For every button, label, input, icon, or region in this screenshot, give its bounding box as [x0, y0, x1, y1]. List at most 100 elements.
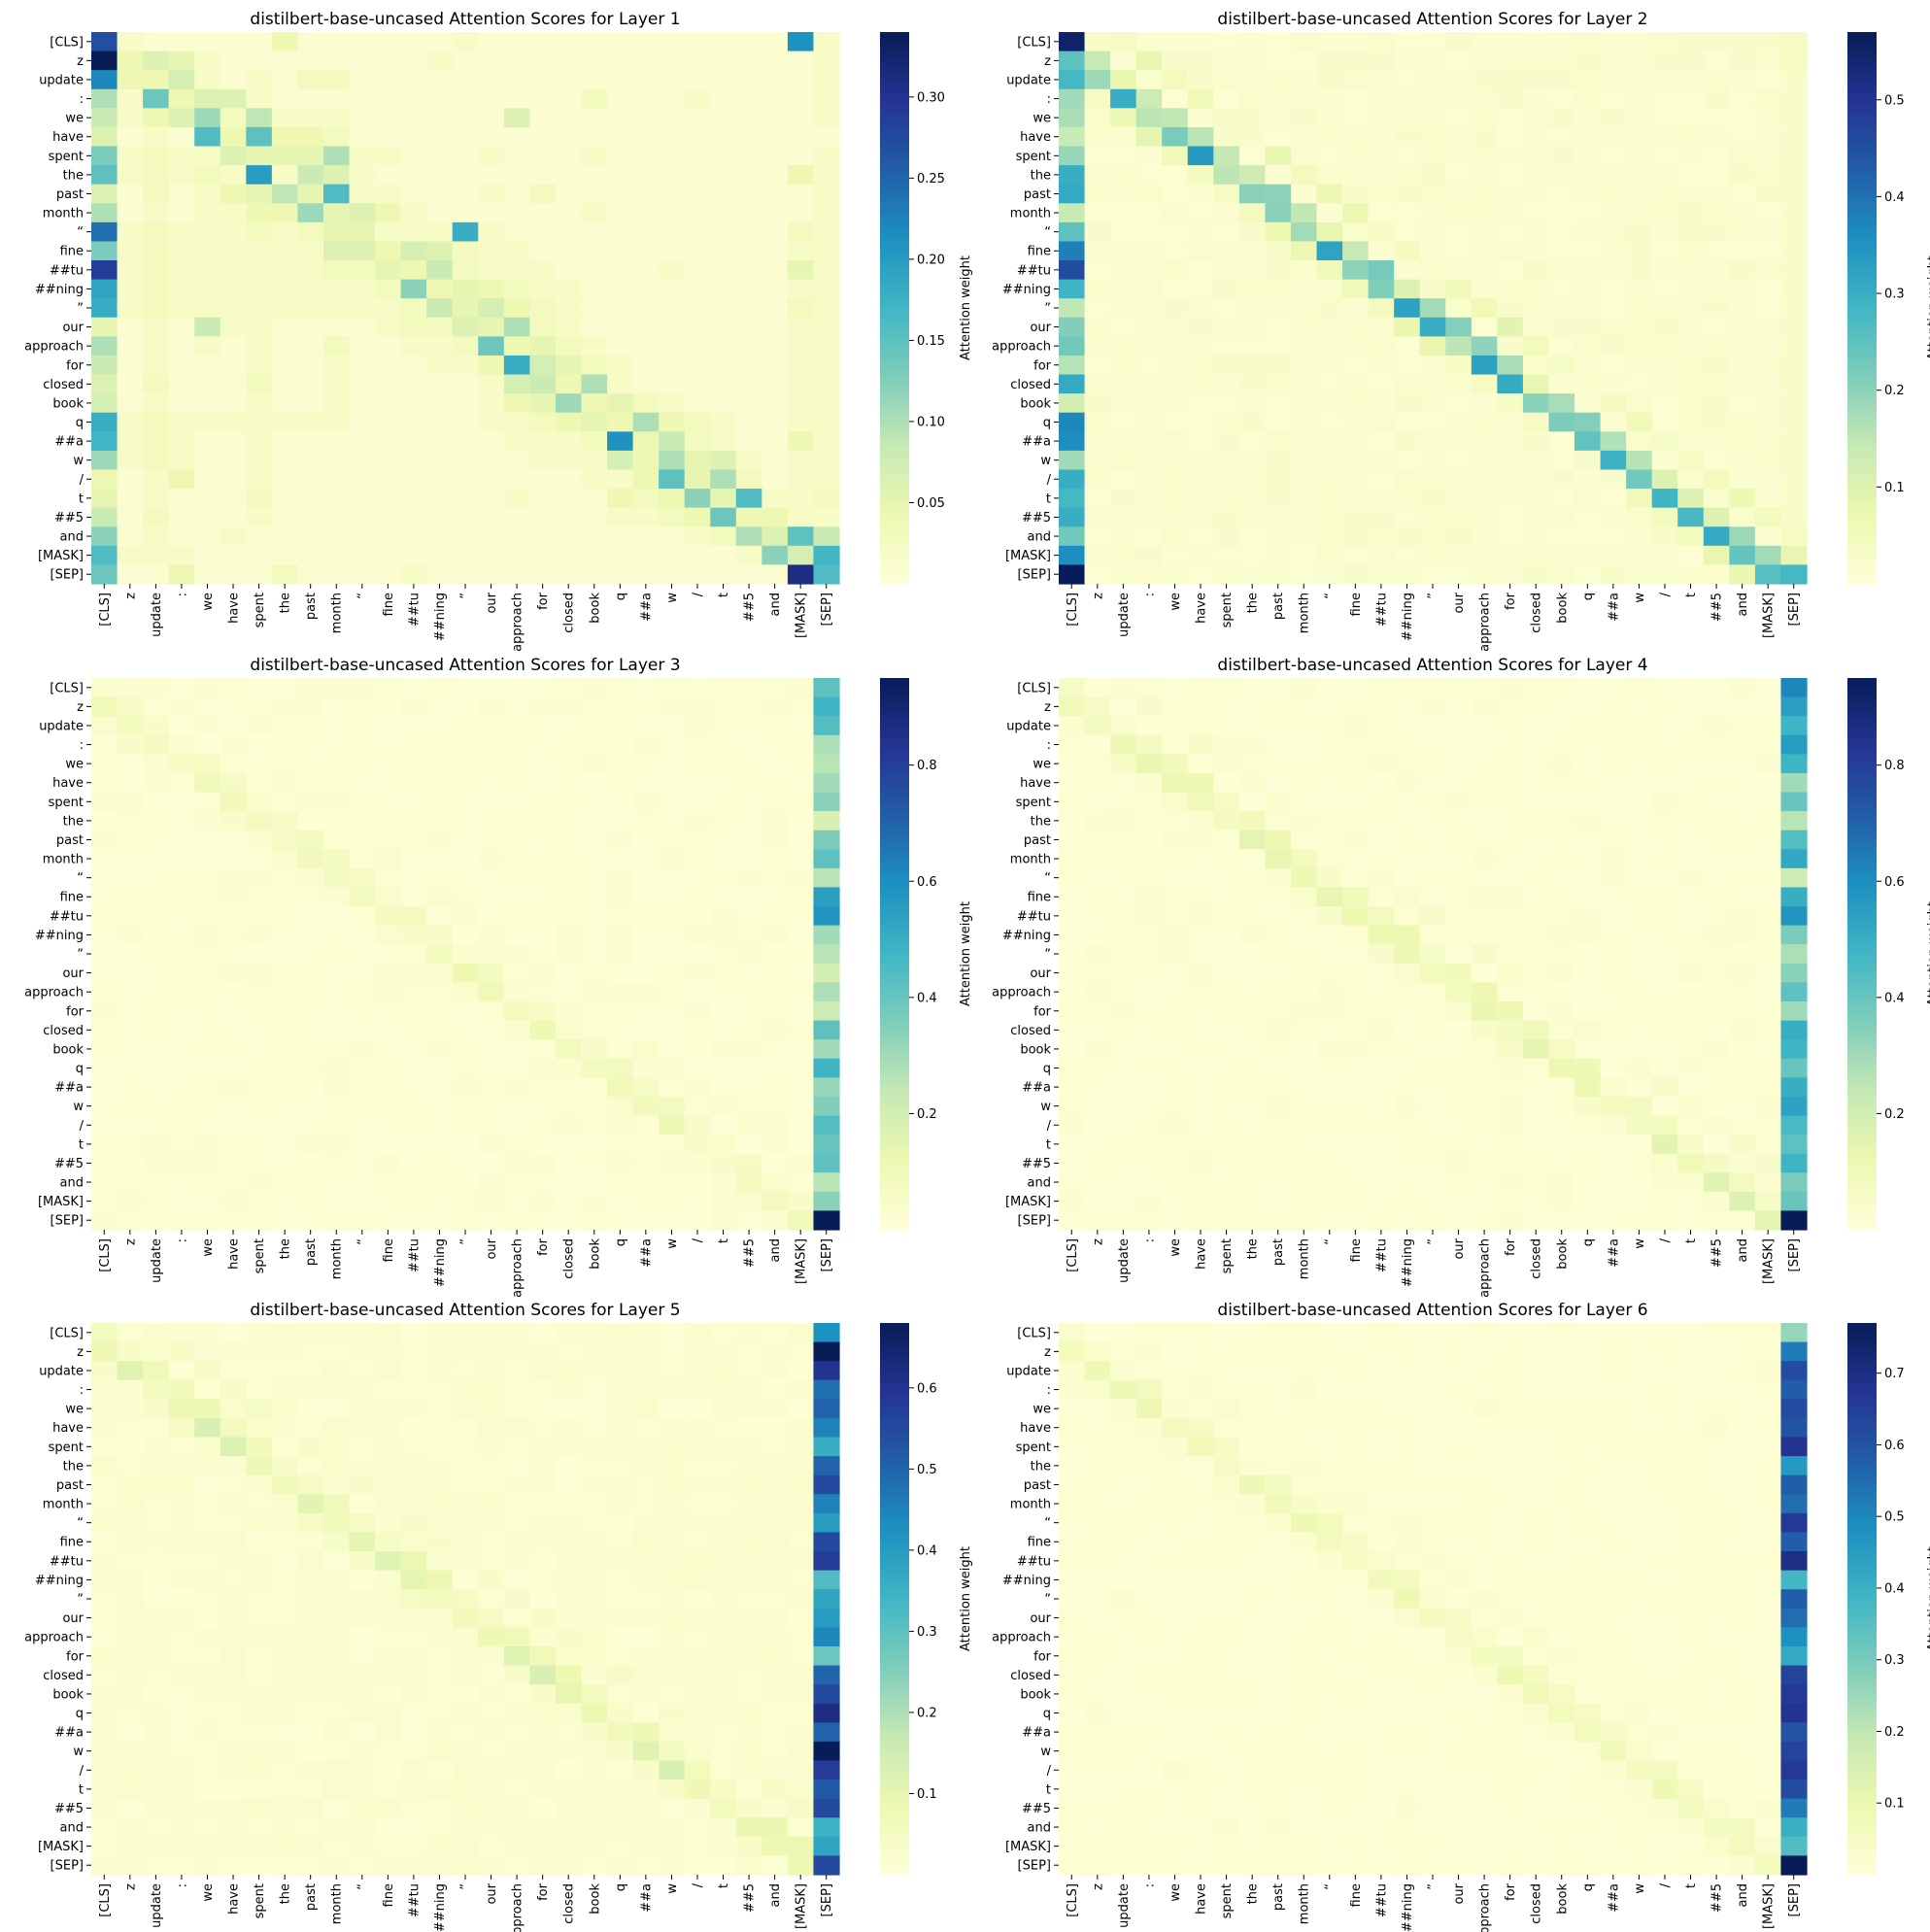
layer-2-cell [1445, 241, 1473, 261]
layer-1-cell [710, 507, 737, 527]
layer-5-cell [297, 1379, 324, 1400]
layer-4-cell [1651, 849, 1678, 869]
layer-4-cell [1651, 792, 1678, 812]
layer-5-cell [632, 1512, 660, 1534]
layer-5-cell [684, 1684, 711, 1705]
layer-5-cell [787, 1399, 815, 1419]
layer-2-cell [1213, 469, 1240, 490]
layer-3-cell [684, 678, 711, 698]
layer-2-cell [1290, 564, 1318, 585]
layer-2-cell [1600, 51, 1627, 71]
layer-3-colorbar-segment [880, 1165, 909, 1170]
layer-3-cell [710, 906, 737, 927]
layer-3-cell [684, 1039, 711, 1060]
layer-1-cell [735, 431, 762, 452]
layer-4-cell [1471, 1096, 1498, 1117]
layer-3-cell [529, 754, 557, 774]
layer-3-cell [297, 906, 324, 927]
layer-1-cell [452, 545, 479, 566]
layer-2-cell [1342, 184, 1370, 204]
layer-5-cell [813, 1608, 840, 1628]
layer-2-cell [1703, 279, 1730, 299]
layer-2-cell [1059, 221, 1086, 243]
layer-4-cell [1342, 1115, 1370, 1135]
layer-1-cell [684, 260, 711, 281]
layer-2-xtick-label: q [1581, 593, 1596, 600]
layer-1-cell [478, 507, 505, 527]
layer-1-cell [117, 165, 144, 186]
layer-2-cell [1471, 355, 1498, 376]
layer-5-cell [581, 1456, 608, 1476]
layer-4-cell [1290, 792, 1318, 812]
layer-3-cell [91, 1153, 119, 1173]
layer-2-cell [1394, 374, 1421, 394]
layer-1-colorbar-segment [880, 197, 909, 203]
layer-3-cell [375, 982, 402, 1002]
layer-3-cell [813, 963, 840, 983]
layer-2-cell [1059, 393, 1086, 414]
layer-4-cell [1059, 1191, 1086, 1212]
layer-4-colorbar-segment [1847, 783, 1877, 790]
layer-1-cell [349, 431, 376, 452]
layer-3-colorbar-segment [880, 816, 909, 822]
layer-4-cell [1342, 887, 1370, 907]
layer-5-cell [684, 1456, 711, 1476]
layer-2-cell [1471, 32, 1498, 52]
layer-4-cell [1342, 734, 1370, 755]
layer-1-colorbar-segment [880, 459, 909, 465]
layer-2-cell [1238, 165, 1267, 186]
layer-1-cell [91, 317, 119, 337]
layer-5-cell [503, 1645, 530, 1667]
layer-4-colorbar-segment [1847, 1206, 1877, 1212]
layer-1-cell [684, 88, 711, 109]
layer-3-cell [813, 772, 840, 794]
layer-2-cell [1342, 32, 1370, 52]
layer-2-cell [1548, 507, 1575, 527]
layer-2-ytick-label: the [1031, 168, 1051, 183]
layer-1-cell [684, 203, 711, 223]
layer-3-cell [91, 830, 119, 850]
layer-4-xtick-label: : [1142, 1238, 1157, 1242]
layer-3-cell [168, 830, 195, 850]
layer-2-cell [1548, 279, 1575, 299]
layer-1-cell [400, 88, 427, 109]
layer-2-cell [1290, 146, 1318, 166]
layer-1-cell [246, 126, 273, 148]
layer-4-cell [1445, 772, 1473, 794]
layer-4-cell [1213, 1115, 1240, 1135]
layer-4-xtick-label: z [1091, 1238, 1105, 1245]
layer-2-colorbar-segment [1847, 436, 1877, 442]
layer-4-colorbar-segment [1847, 719, 1877, 725]
layer-2-colorbar-segment [1847, 349, 1877, 355]
layer-3-cell [117, 887, 144, 907]
layer-3-cell [220, 1210, 247, 1231]
layer-1-colorbar-segment [880, 519, 909, 525]
layer-1-cell [220, 88, 247, 109]
layer-2-colorbar-segment [1847, 275, 1877, 282]
layer-4-xtick-label: [CLS] [1066, 1238, 1080, 1272]
layer-5-cell [375, 1703, 402, 1723]
layer-3-cell [787, 1058, 815, 1078]
layer-2-cell [1780, 393, 1808, 414]
layer-5-cell [220, 1627, 247, 1647]
layer-3-cell [632, 944, 660, 965]
layer-3-cell [762, 1096, 789, 1117]
layer-2-cell [1316, 108, 1343, 128]
layer-3-cell [322, 811, 351, 831]
layer-3-cell [322, 1191, 351, 1212]
layer-2-cell [1729, 241, 1756, 261]
layer-2-cell [1187, 431, 1214, 452]
layer-1-cell [607, 545, 634, 566]
layer-3-cell [426, 1172, 454, 1193]
layer-4-cell [1162, 1000, 1189, 1022]
layer-1-cell [787, 507, 815, 527]
layer-4-colorbar-segment [1847, 764, 1877, 771]
layer-1-ytick-label: for [66, 358, 85, 373]
layer-1-colorbar-segment [880, 73, 909, 79]
layer-3-cell [659, 925, 686, 945]
layer-4-cell [1548, 1172, 1575, 1193]
layer-2-colorbar-segment [1847, 174, 1877, 180]
layer-1-cell [246, 260, 273, 281]
layer-5-cell [322, 1570, 351, 1590]
layer-5-cell [710, 1437, 737, 1457]
